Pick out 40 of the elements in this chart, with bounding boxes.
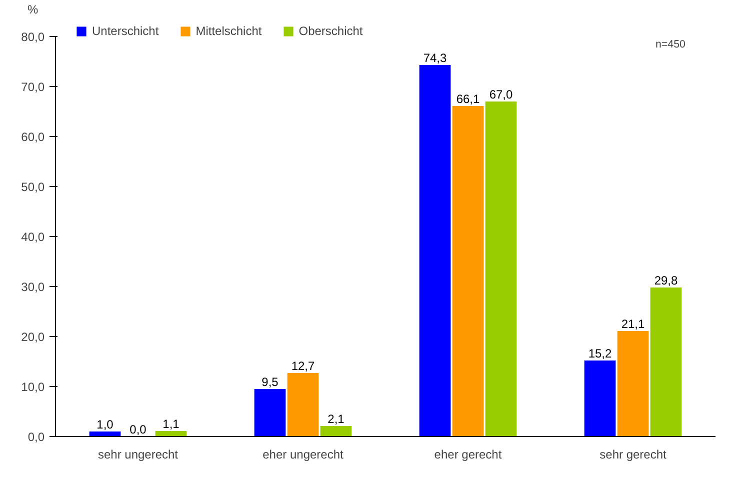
data-label: 74,3: [423, 51, 448, 65]
y-tick-label: 20,0: [21, 330, 45, 344]
x-tick-label: eher gerecht: [434, 448, 502, 462]
bar: [419, 65, 451, 436]
data-label: 1,0: [96, 418, 114, 432]
y-tick-label: 30,0: [21, 280, 45, 294]
y-tick-label: 10,0: [21, 380, 45, 394]
data-label: 67,0: [489, 88, 514, 102]
x-tick-label: eher ungerecht: [262, 448, 344, 462]
data-label: 1,1: [162, 417, 180, 431]
data-label: 9,5: [262, 375, 279, 389]
legend-label: Oberschicht: [298, 24, 363, 38]
bar: [287, 373, 319, 436]
data-label: 66,1: [456, 92, 480, 106]
data-label: 0,0: [130, 422, 147, 436]
bar: [254, 389, 286, 436]
annotation: n=450: [656, 38, 686, 50]
bar: [155, 431, 187, 436]
x-tick-label: sehr ungerecht: [98, 448, 179, 462]
legend-label: Mittelschicht: [196, 24, 262, 38]
x-tick-label: sehr gerecht: [600, 448, 668, 462]
y-tick-label: 50,0: [21, 180, 45, 194]
data-label: 12,7: [291, 359, 316, 373]
bar: [320, 426, 352, 436]
data-label: 29,8: [654, 274, 678, 288]
y-tick-label: 80,0: [21, 30, 45, 44]
y-tick-label: 0,0: [28, 430, 45, 444]
bar: [452, 106, 484, 436]
data-label: 15,2: [588, 346, 612, 360]
bar: [617, 331, 649, 436]
bar: [650, 288, 682, 436]
y-tick-label: 60,0: [21, 130, 45, 144]
data-label: 21,1: [621, 317, 646, 331]
y-axis-title: %: [28, 2, 38, 16]
legend-label: Unterschicht: [92, 24, 159, 38]
y-tick-label: 40,0: [21, 230, 45, 244]
data-label: 2,1: [328, 412, 345, 426]
bar: [485, 102, 517, 436]
bar: [584, 360, 616, 436]
y-tick-label: 70,0: [21, 80, 45, 94]
